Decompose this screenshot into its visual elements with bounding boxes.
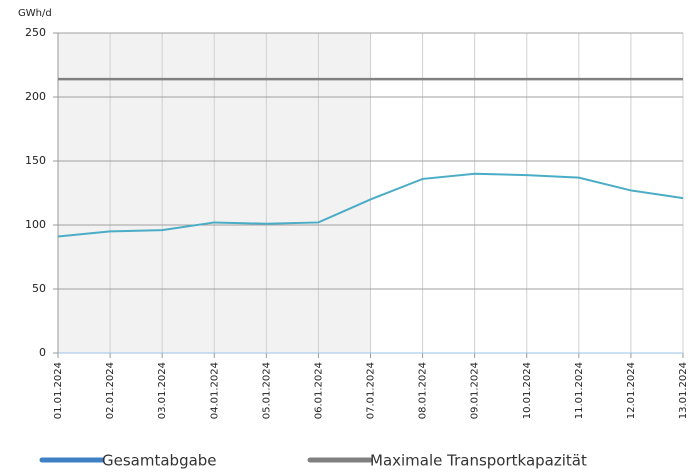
x-tick-label: 12.01.2024 <box>626 362 637 419</box>
x-tick-label: 10.01.2024 <box>522 362 533 419</box>
y-tick-label: 50 <box>32 282 46 295</box>
x-tick-label: 07.01.2024 <box>366 362 377 419</box>
legend-label: Maximale Transportkapazität <box>370 452 587 470</box>
y-tick-label: 250 <box>25 26 46 39</box>
x-tick-label: 01.01.2024 <box>53 362 64 419</box>
x-tick-label: 09.01.2024 <box>470 362 481 419</box>
series-line <box>57 172 684 238</box>
legend-label: Gesamtabgabe <box>102 452 217 470</box>
x-tick-label: 04.01.2024 <box>209 362 220 419</box>
x-tick-label: 13.01.2024 <box>678 362 689 419</box>
x-tick-label: 06.01.2024 <box>313 362 324 419</box>
y-tick-label: 100 <box>25 218 46 231</box>
x-tick-label: 05.01.2024 <box>261 362 272 419</box>
x-tick-label: 11.01.2024 <box>574 362 585 419</box>
y-axis-label: GWh/d <box>18 8 52 19</box>
y-tick-label: 200 <box>25 90 46 103</box>
legend: Gesamtabgabe Maximale Transportkapazität <box>39 452 587 470</box>
y-tick-label: 0 <box>39 346 46 359</box>
x-tick-label: 03.01.2024 <box>157 362 168 419</box>
y-tick-label: 150 <box>25 154 46 167</box>
x-tick-label: 02.01.2024 <box>105 362 116 419</box>
x-tick-label: 08.01.2024 <box>418 362 429 419</box>
